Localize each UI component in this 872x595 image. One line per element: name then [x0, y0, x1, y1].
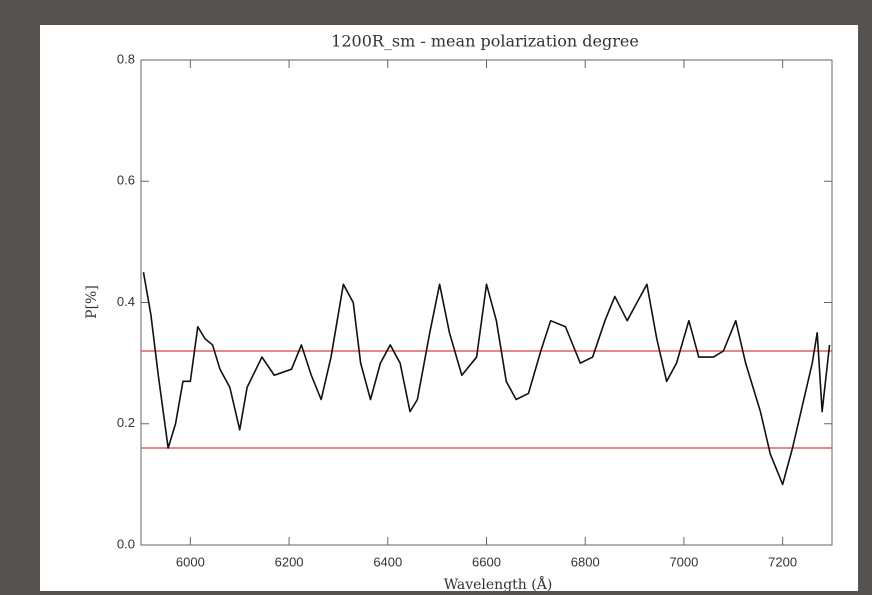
x-tick-label: 6800	[571, 554, 600, 569]
y-tick-label: 0.8	[117, 51, 135, 66]
y-tick-label: 0.0	[117, 536, 135, 551]
y-tick-label: 0.6	[117, 173, 135, 188]
panel	[40, 25, 858, 591]
x-tick-label: 7200	[768, 554, 797, 569]
chart: 1200R_sm - mean polarization degree Wave…	[0, 0, 872, 591]
y-tick-label: 0.2	[117, 415, 135, 430]
x-tick-label: 6200	[275, 554, 304, 569]
x-tick-label: 6400	[373, 554, 402, 569]
x-tick-label: 6000	[176, 554, 205, 569]
page: {"chart_data": {"type": "line", "title":…	[0, 0, 872, 591]
chart-title: 1200R_sm - mean polarization degree	[331, 32, 639, 51]
x-tick-label: 6600	[472, 554, 501, 569]
x-axis-label: Wavelength (Å)	[444, 575, 553, 591]
x-tick-label: 7000	[669, 554, 698, 569]
y-axis-label: P[%]	[84, 285, 100, 319]
y-tick-label: 0.4	[117, 294, 135, 309]
